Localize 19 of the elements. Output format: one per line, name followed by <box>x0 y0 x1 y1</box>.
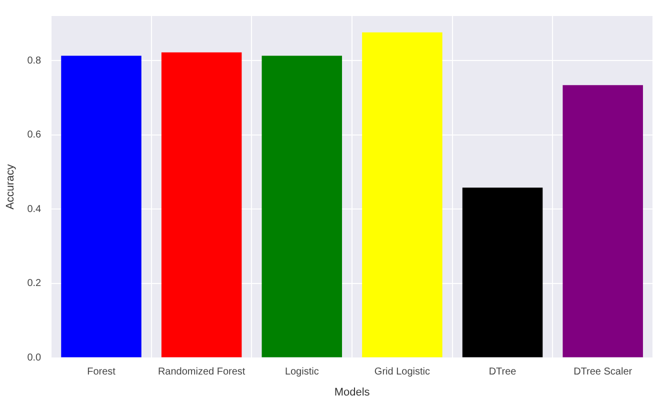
x-tick-label: Randomized Forest <box>158 366 246 378</box>
y-tick-label: 0.0 <box>27 352 42 364</box>
bar <box>462 188 543 358</box>
x-tick-label: DTree Scaler <box>574 366 633 378</box>
x-tick-label: Logistic <box>284 366 319 378</box>
x-tick-label: Grid Logistic <box>374 366 430 378</box>
bar <box>562 85 643 358</box>
y-tick-label: 0.6 <box>27 130 42 141</box>
y-axis-title: Accuracy <box>4 164 17 210</box>
y-tick-label: 0.8 <box>27 55 42 66</box>
x-tick-label: Forest <box>87 366 116 378</box>
x-tick-label: DTree <box>488 366 517 378</box>
y-tick-label: 0.2 <box>27 278 42 290</box>
y-tick-label: 0.4 <box>27 204 42 215</box>
bar <box>262 56 342 358</box>
x-axis-title: Models <box>334 386 370 398</box>
bar <box>61 56 142 358</box>
bar <box>362 32 442 358</box>
bar <box>161 52 242 358</box>
